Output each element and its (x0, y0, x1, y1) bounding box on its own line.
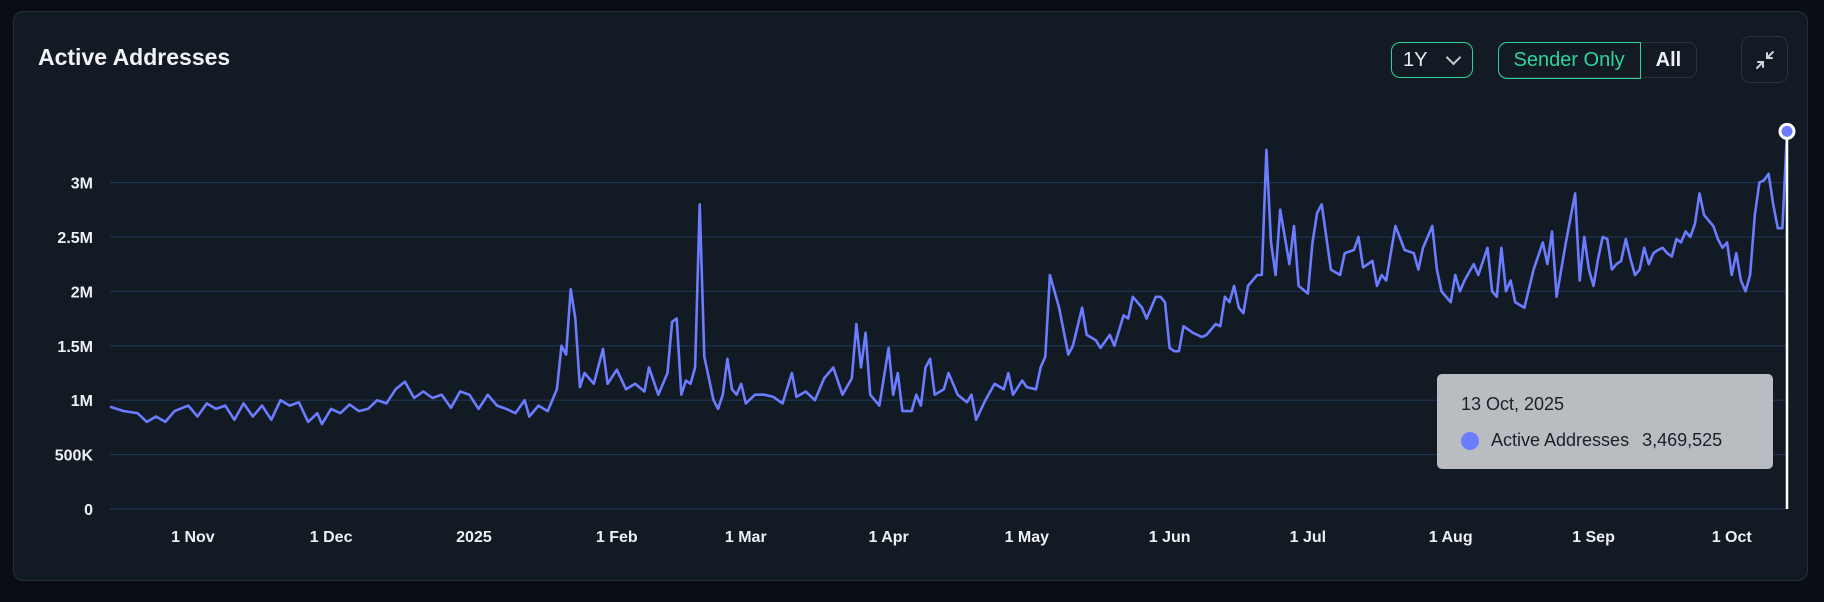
range-dropdown[interactable]: 1Y (1391, 42, 1473, 78)
tooltip-date: 13 Oct, 2025 (1461, 394, 1565, 414)
collapse-button[interactable] (1741, 36, 1788, 83)
y-tick-label: 1M (71, 393, 93, 410)
x-tick-label: 1 Apr (868, 529, 908, 546)
y-tick-label: 500K (55, 448, 94, 465)
x-tick-label: 1 Feb (596, 529, 638, 546)
tooltip: 13 Oct, 2025 Active Addresses 3,469,525 (1437, 374, 1773, 469)
x-tick-label: 1 Nov (171, 529, 215, 546)
series-line-active-addresses (109, 131, 1789, 426)
toggle-all[interactable]: All (1655, 48, 1682, 71)
x-tick-label: 1 Oct (1712, 529, 1753, 546)
x-tick-label: 1 Mar (725, 529, 767, 546)
x-tick-label: 1 Sep (1572, 529, 1615, 546)
chart-card (13, 11, 1808, 581)
x-tick-label: 1 Dec (310, 529, 353, 546)
y-tick-label: 2M (71, 284, 93, 301)
x-tick-label: 1 Jun (1149, 529, 1191, 546)
address-filter-toggle: Sender Only All (1497, 41, 1698, 79)
y-tick-label: 2.5M (57, 230, 93, 247)
y-tick-label: 0 (84, 502, 93, 519)
toggle-sender-only[interactable]: Sender Only (1497, 41, 1641, 79)
hover-point (1778, 122, 1796, 140)
x-tick-label: 1 Jul (1290, 529, 1326, 546)
series-dot-icon (1461, 431, 1479, 450)
tooltip-value: 3,469,525 (1642, 430, 1723, 450)
range-label: 1Y (1403, 48, 1428, 71)
tooltip-series: Active Addresses (1491, 430, 1630, 450)
y-tick-label: 1.5M (57, 339, 93, 356)
x-tick-label: 1 May (1005, 529, 1050, 546)
chart-title: Active Addresses (38, 44, 231, 70)
x-tick-label: 1 Aug (1429, 529, 1473, 546)
y-tick-label: 3M (71, 176, 93, 193)
x-tick-label: 2025 (456, 529, 492, 546)
compress-icon (1755, 50, 1774, 69)
